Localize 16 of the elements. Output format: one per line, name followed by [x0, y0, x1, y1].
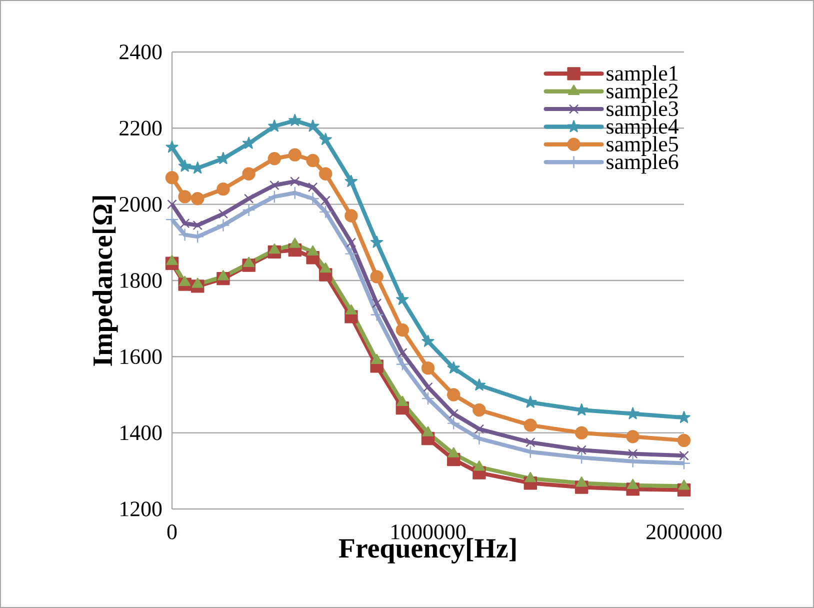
y-axis-title: Impedance[Ω]: [92, 196, 118, 366]
legend-label: sample6: [606, 154, 678, 174]
x-tick-label: 2000000: [646, 524, 722, 540]
x-axis-title: Frequency[Hz]: [338, 538, 516, 564]
x-tick-label: 1000000: [392, 524, 466, 540]
legend-label: sample2: [606, 83, 678, 103]
legend-label: sample1: [606, 65, 678, 86]
y-tick-label: 1600: [120, 349, 162, 364]
y-tick-label: 1800: [120, 273, 162, 288]
y-tick-label: 1400: [120, 425, 162, 440]
legend-label: sample5: [606, 136, 678, 156]
y-tick-label: 2000: [120, 196, 162, 212]
y-tick-label: 2400: [120, 44, 162, 60]
y-tick-label: 1200: [120, 502, 162, 516]
y-tick-label: 2200: [120, 120, 162, 136]
x-tick-label: 0: [167, 524, 177, 540]
